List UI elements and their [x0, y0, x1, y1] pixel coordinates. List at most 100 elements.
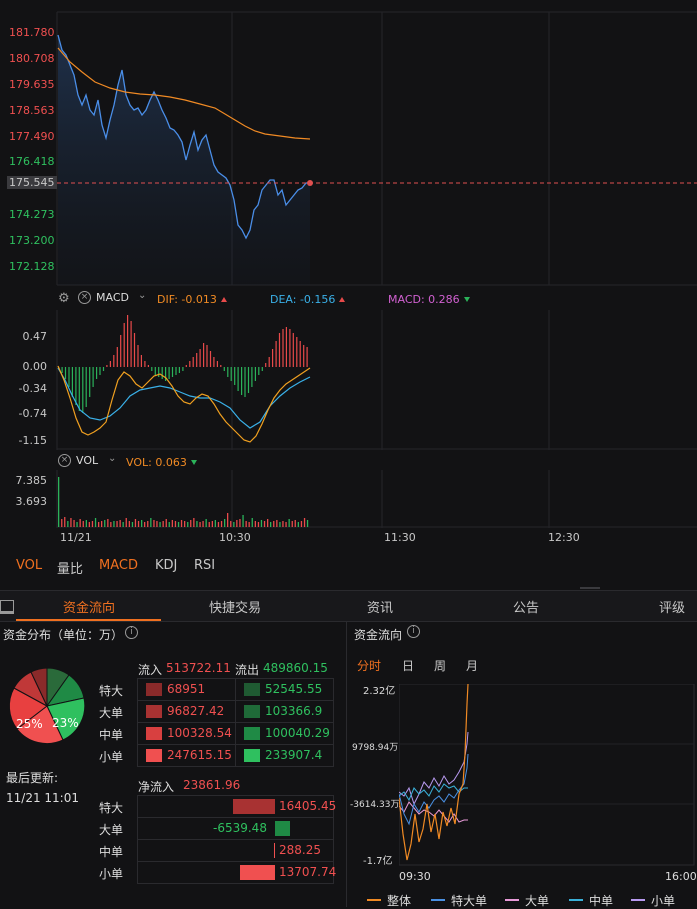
volume-bar: [61, 519, 63, 527]
chevron-down-icon[interactable]: ⌄: [108, 453, 117, 464]
tab-news[interactable]: 资讯: [367, 601, 394, 616]
macd-histogram-bar: [178, 367, 180, 373]
time-label: 12:30: [548, 531, 580, 544]
legend-swatch: [505, 899, 519, 901]
volume-bar: [230, 521, 232, 527]
period-day[interactable]: 日: [402, 659, 415, 673]
volume-bar: [282, 521, 284, 527]
dea-label: DEA: -0.156: [270, 293, 346, 306]
vol-chart[interactable]: 7.385 3.693: [0, 470, 697, 528]
macd-histogram-bar: [154, 367, 156, 375]
volume-bar: [150, 518, 152, 527]
volume-bar: [273, 521, 275, 527]
volume-bar: [122, 522, 124, 527]
volume-bar: [110, 522, 112, 527]
inflow-swatch: [146, 705, 162, 718]
volume-bar: [233, 522, 235, 527]
inflow-swatch: [146, 749, 162, 762]
dea-line: [57, 367, 311, 429]
tab-rsi[interactable]: RSI: [194, 558, 216, 573]
price-chart-svg: [56, 11, 697, 286]
inflow-swatch: [146, 683, 162, 696]
vol-value-label: VOL: 0.063: [126, 456, 197, 469]
volume-bar: [98, 522, 100, 527]
macd-histogram-bar: [140, 355, 142, 367]
info-icon[interactable]: i: [407, 625, 420, 638]
volume-bar: [177, 522, 180, 527]
panel-icon[interactable]: [0, 600, 14, 614]
tab-kdj[interactable]: KDJ: [155, 558, 178, 573]
outflow-swatch: [244, 683, 260, 696]
tab-macd[interactable]: MACD: [99, 558, 138, 573]
volume-bar: [58, 477, 60, 527]
macd-histogram-bar: [127, 315, 129, 367]
inflow-cell: 247615.15: [137, 744, 236, 767]
macd-y-tick: -0.74: [18, 407, 47, 420]
close-icon[interactable]: ×: [78, 291, 91, 304]
tab-vol[interactable]: VOL: [16, 558, 43, 573]
volume-bar: [67, 521, 69, 527]
pie-left-pct: 25%: [16, 717, 43, 731]
chevron-down-icon[interactable]: ⌄: [138, 290, 147, 301]
settings-icon[interactable]: ⚙: [58, 291, 70, 306]
tab-quick-trade[interactable]: 快捷交易: [209, 601, 262, 616]
volume-bar: [227, 513, 229, 527]
outflow-total: 489860.15: [263, 661, 328, 675]
last-update-value: 11/21 11:01: [6, 791, 79, 805]
flow-y-tick: 2.32亿: [363, 686, 396, 697]
volume-bar: [94, 518, 97, 527]
outflow-cell: 103366.9: [235, 700, 334, 723]
macd-chart[interactable]: 0.47 0.00 -0.34 -0.74 -1.15: [0, 310, 697, 450]
tab-rating[interactable]: 评级: [659, 601, 686, 616]
net-flow-bar: [240, 865, 275, 880]
volume-bar: [242, 515, 244, 527]
macd-histogram-bar: [189, 361, 191, 367]
macd-histogram-bar: [206, 345, 208, 367]
net-flow-value: 288.25: [279, 843, 321, 857]
volume-bar: [260, 520, 263, 527]
volume-bar: [119, 520, 121, 527]
price-y-tick: 181.780: [9, 26, 55, 39]
tab-volume-ratio[interactable]: 量比: [57, 562, 84, 577]
price-chart[interactable]: 181.780 180.708 179.635 178.563 177.490 176.4…: [0, 0, 697, 290]
volume-bar: [248, 522, 250, 527]
close-icon[interactable]: ×: [58, 454, 71, 467]
fund-pie-chart: [8, 667, 86, 745]
macd-histogram-bar: [109, 361, 111, 367]
time-label: 11/21: [60, 531, 92, 544]
info-icon[interactable]: i: [125, 626, 138, 639]
macd-y-tick: -1.15: [18, 434, 47, 447]
macd-histogram-bar: [106, 365, 108, 367]
period-week[interactable]: 周: [434, 659, 447, 673]
tab-fund-flow[interactable]: 资金流向: [63, 601, 116, 616]
macd-y-tick: 0.47: [22, 330, 48, 343]
macd-histogram-bar: [223, 367, 225, 371]
macd-value-label: MACD: 0.286: [388, 293, 470, 306]
macd-indicator-name[interactable]: MACD: [96, 291, 129, 304]
macd-histogram-bar: [247, 367, 250, 393]
volume-bar: [267, 519, 269, 527]
volume-bar: [159, 522, 161, 527]
price-y-tick: 173.200: [9, 234, 55, 247]
resize-handle[interactable]: [580, 587, 600, 589]
price-y-tick: 176.418: [9, 155, 55, 168]
macd-histogram-bar: [99, 367, 101, 375]
macd-histogram-bar: [303, 345, 305, 367]
fund-flow-chart[interactable]: [399, 684, 695, 866]
volume-bar: [162, 521, 164, 527]
tab-announcements[interactable]: 公告: [513, 601, 540, 616]
volume-bar: [257, 522, 260, 527]
net-flow-bar: [233, 799, 275, 814]
volume-bar: [147, 521, 149, 527]
macd-svg: [56, 310, 697, 450]
period-month[interactable]: 月: [466, 659, 479, 673]
volume-bar: [190, 520, 192, 527]
volume-bar: [73, 520, 75, 527]
volume-bar: [288, 519, 290, 527]
macd-histogram-bar: [230, 367, 232, 381]
vol-indicator-name[interactable]: VOL: [76, 454, 99, 467]
macd-histogram-bar: [116, 347, 118, 367]
macd-histogram-bar: [196, 353, 198, 367]
flow-row-label: 中单: [99, 728, 124, 742]
period-intraday[interactable]: 分时: [357, 659, 382, 673]
